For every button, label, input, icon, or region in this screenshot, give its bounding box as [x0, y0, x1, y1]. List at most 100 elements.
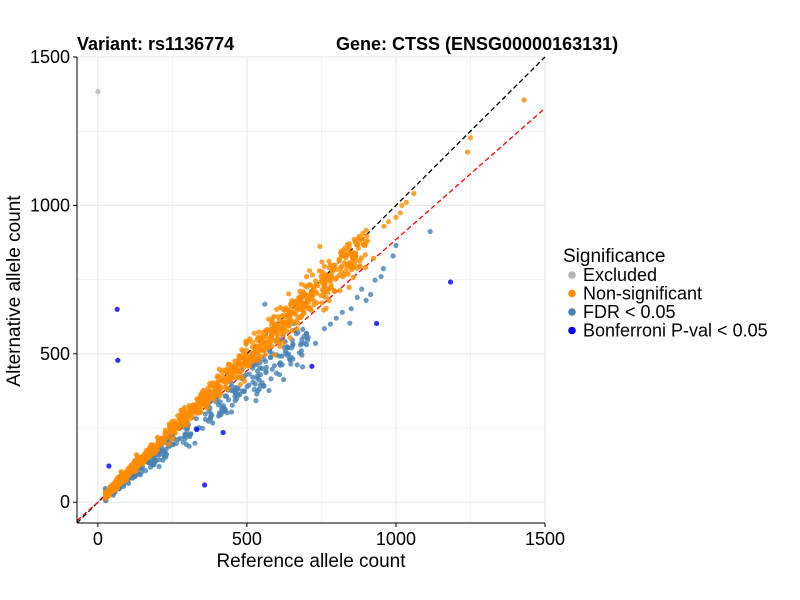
- data-point: [298, 281, 305, 287]
- data-point: [304, 284, 310, 290]
- data-point: [225, 371, 231, 377]
- data-point: [312, 340, 319, 346]
- data-point: [268, 376, 274, 382]
- data-point: [281, 376, 287, 383]
- data-point: [220, 408, 226, 414]
- data-point: [210, 420, 216, 426]
- data-point: [349, 264, 355, 270]
- data-point: [345, 252, 351, 258]
- data-point: [321, 326, 327, 332]
- data-point: [124, 470, 130, 476]
- data-point: [299, 313, 305, 319]
- data-point: [205, 399, 211, 405]
- data-point: [156, 463, 162, 470]
- data-point: [313, 290, 320, 296]
- data-point: [272, 352, 278, 358]
- data-point: [333, 315, 339, 321]
- data-point: [309, 272, 316, 278]
- data-point: [303, 331, 309, 337]
- data-point: [289, 327, 295, 334]
- data-point: [193, 410, 199, 416]
- data-point: [298, 297, 304, 303]
- data-point: [258, 334, 264, 340]
- data-point: [142, 468, 149, 474]
- data-point: [241, 378, 248, 384]
- data-point: [294, 326, 300, 332]
- data-point: [247, 336, 253, 342]
- data-point: [258, 339, 264, 346]
- data-point: [109, 489, 115, 495]
- data-point: [147, 460, 153, 466]
- data-point: [355, 242, 361, 248]
- x-tick-label: 1500: [525, 529, 565, 549]
- data-point: [286, 351, 292, 357]
- data-point: [250, 358, 256, 364]
- data-point: [242, 351, 248, 357]
- data-point: [250, 374, 256, 380]
- data-point: [259, 380, 265, 386]
- data-point: [330, 267, 337, 273]
- data-point: [303, 302, 310, 308]
- legend-label: Excluded: [583, 265, 657, 285]
- data-point: [220, 373, 226, 379]
- data-point: [317, 243, 323, 249]
- data-point: [390, 253, 396, 259]
- data-point: [241, 388, 247, 395]
- data-point: [319, 300, 325, 306]
- data-point: [393, 214, 399, 220]
- data-point: [155, 439, 161, 445]
- y-tick-label: 1000: [30, 195, 70, 215]
- data-point: [220, 378, 226, 384]
- data-point: [347, 259, 353, 266]
- data-point: [237, 381, 243, 388]
- data-point: [229, 402, 235, 408]
- data-point: [167, 423, 173, 429]
- data-point: [346, 284, 352, 290]
- data-point: [115, 357, 121, 363]
- legend-label: Non-significant: [583, 284, 702, 304]
- data-point: [308, 291, 314, 297]
- data-point: [154, 434, 160, 440]
- data-point: [262, 301, 268, 307]
- data-point: [243, 347, 249, 353]
- data-point: [263, 334, 269, 340]
- data-point: [256, 345, 262, 352]
- data-point: [180, 422, 187, 428]
- data-point: [137, 458, 143, 464]
- y-tick-label: 0: [60, 492, 70, 512]
- data-point: [237, 363, 243, 369]
- data-point: [327, 278, 333, 284]
- data-point: [371, 255, 377, 261]
- data-point: [286, 291, 292, 297]
- data-point: [105, 492, 111, 498]
- data-point: [300, 364, 306, 370]
- data-point: [213, 384, 220, 390]
- data-point: [298, 342, 304, 348]
- data-point: [95, 89, 101, 95]
- data-point: [114, 306, 120, 312]
- data-point: [290, 310, 296, 316]
- data-point: [374, 320, 380, 327]
- data-point: [194, 426, 200, 433]
- data-point: [301, 293, 307, 299]
- data-point: [343, 268, 349, 274]
- axes-layer: 0 500 1000 1500 0 500 1000 1500: [30, 47, 565, 549]
- data-point: [397, 210, 403, 216]
- data-point: [281, 325, 287, 331]
- data-point: [230, 388, 237, 394]
- data-point: [346, 244, 352, 250]
- data-point: [284, 328, 290, 335]
- data-point: [192, 440, 198, 446]
- data-point: [199, 389, 205, 396]
- data-point: [220, 429, 226, 436]
- data-point: [277, 340, 283, 347]
- data-point: [204, 405, 210, 411]
- data-point: [177, 422, 183, 428]
- data-point: [326, 258, 332, 264]
- data-point: [161, 453, 167, 459]
- data-point: [254, 375, 260, 381]
- data-point: [240, 360, 246, 366]
- data-point: [274, 306, 280, 312]
- data-point: [393, 242, 399, 249]
